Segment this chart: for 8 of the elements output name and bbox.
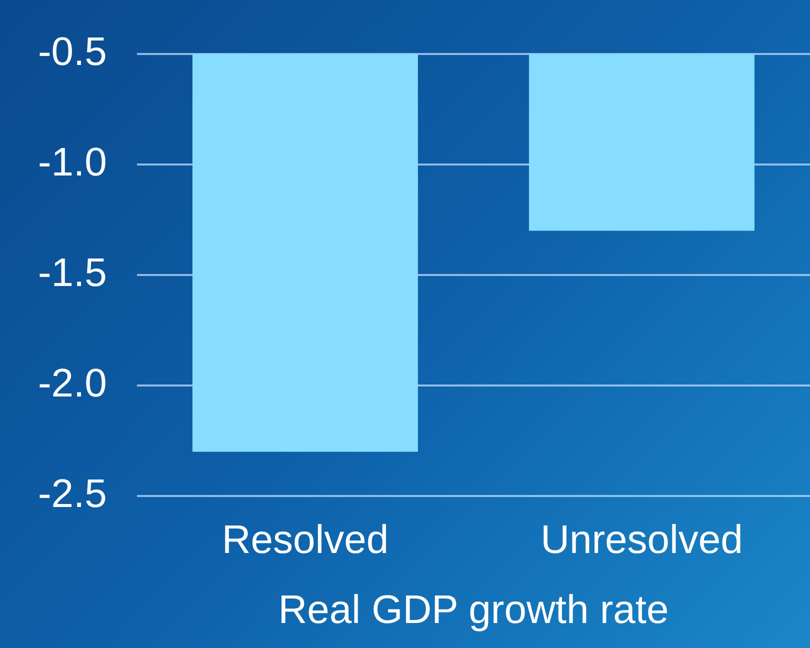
x-tick-label: Unresolved <box>540 518 743 562</box>
y-tick-label: -1.0 <box>38 140 107 185</box>
x-axis-title: Real GDP growth rate <box>278 588 669 632</box>
x-tick-label: Resolved <box>222 518 389 562</box>
y-tick-label: -2.0 <box>38 362 107 406</box>
y-tick-label: -0.5 <box>38 30 107 74</box>
y-tick-label: -1.5 <box>38 251 107 296</box>
y-tick-label: -2.5 <box>38 472 107 516</box>
